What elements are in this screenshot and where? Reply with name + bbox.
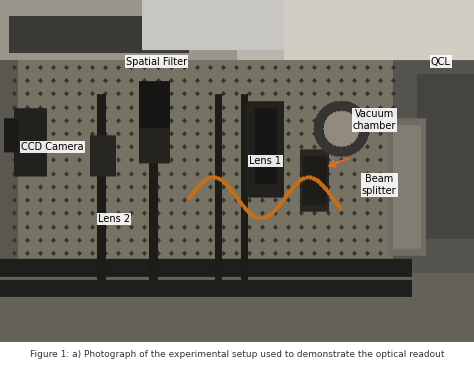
Text: Vacuum
chamber: Vacuum chamber [353, 109, 396, 131]
Text: Figure 1: a) Photograph of the experimental setup used to demonstrate the optica: Figure 1: a) Photograph of the experimen… [30, 350, 444, 359]
Text: Lens 1: Lens 1 [249, 156, 282, 166]
Text: Beam
splitter: Beam splitter [362, 174, 397, 195]
Text: Lens 2: Lens 2 [98, 214, 130, 224]
Text: Spatial Filter: Spatial Filter [126, 57, 187, 67]
Text: QCL: QCL [431, 57, 451, 67]
Text: CCD Camera: CCD Camera [21, 142, 83, 152]
